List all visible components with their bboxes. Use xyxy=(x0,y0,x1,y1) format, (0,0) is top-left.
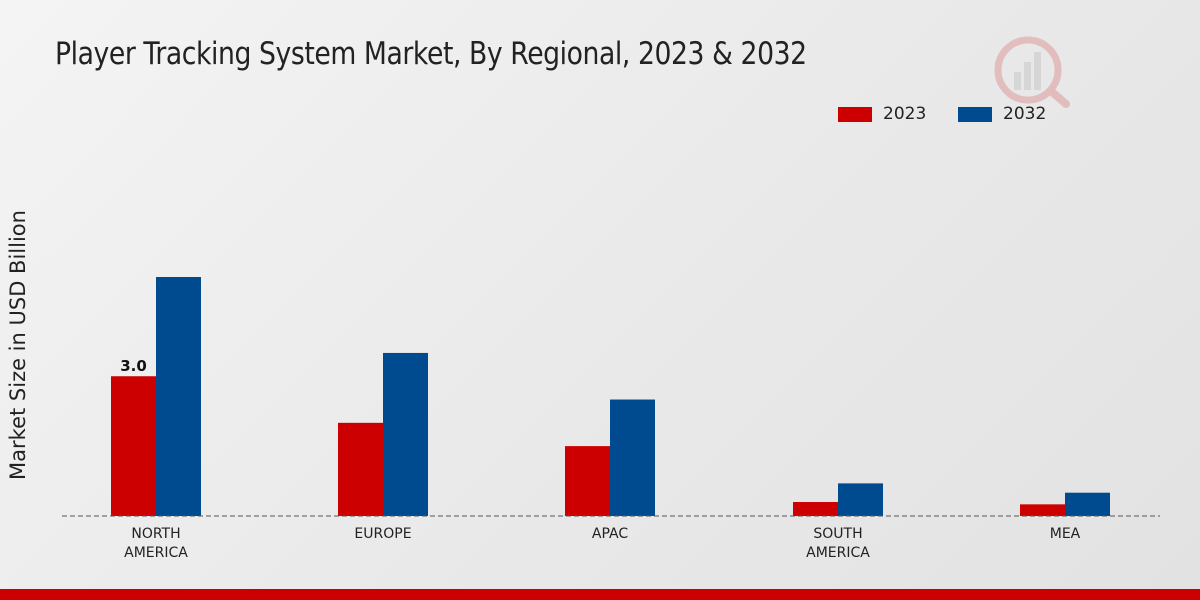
legend-label-2023: 2023 xyxy=(883,104,927,124)
bar-2032-4 xyxy=(1065,492,1110,516)
bar-2032-1 xyxy=(383,352,428,516)
legend-item-2032: 2032 xyxy=(958,104,1046,124)
bar-2023-3 xyxy=(793,502,838,516)
x-tick-label-3: SOUTH AMERICA xyxy=(806,526,870,561)
x-tick-label-4: MEA xyxy=(1050,526,1081,542)
chart-title: Player Tracking System Market, By Region… xyxy=(55,36,807,72)
legend-swatch-2032 xyxy=(958,106,992,122)
x-tick-label-0: NORTH AMERICA xyxy=(124,526,188,561)
bar-2032-3 xyxy=(838,483,883,516)
x-tick-label-2: APAC xyxy=(592,526,628,542)
legend-swatch-2023 xyxy=(838,106,872,122)
watermark-logo-icon xyxy=(994,36,1070,108)
bar-2023-1 xyxy=(338,422,383,516)
data-label-0: 3.0 xyxy=(120,357,147,375)
bar-2023-0 xyxy=(111,376,156,516)
bar-2023-4 xyxy=(1020,504,1065,516)
bar-2023-2 xyxy=(565,446,610,516)
legend-label-2032: 2032 xyxy=(1003,104,1047,124)
x-tick-label-1: EUROPE xyxy=(354,526,411,542)
bottom-accent-bar xyxy=(0,589,1200,600)
bar-2032-2 xyxy=(610,399,655,516)
legend-item-2023: 2023 xyxy=(838,104,926,124)
bar-2032-0 xyxy=(156,277,201,516)
